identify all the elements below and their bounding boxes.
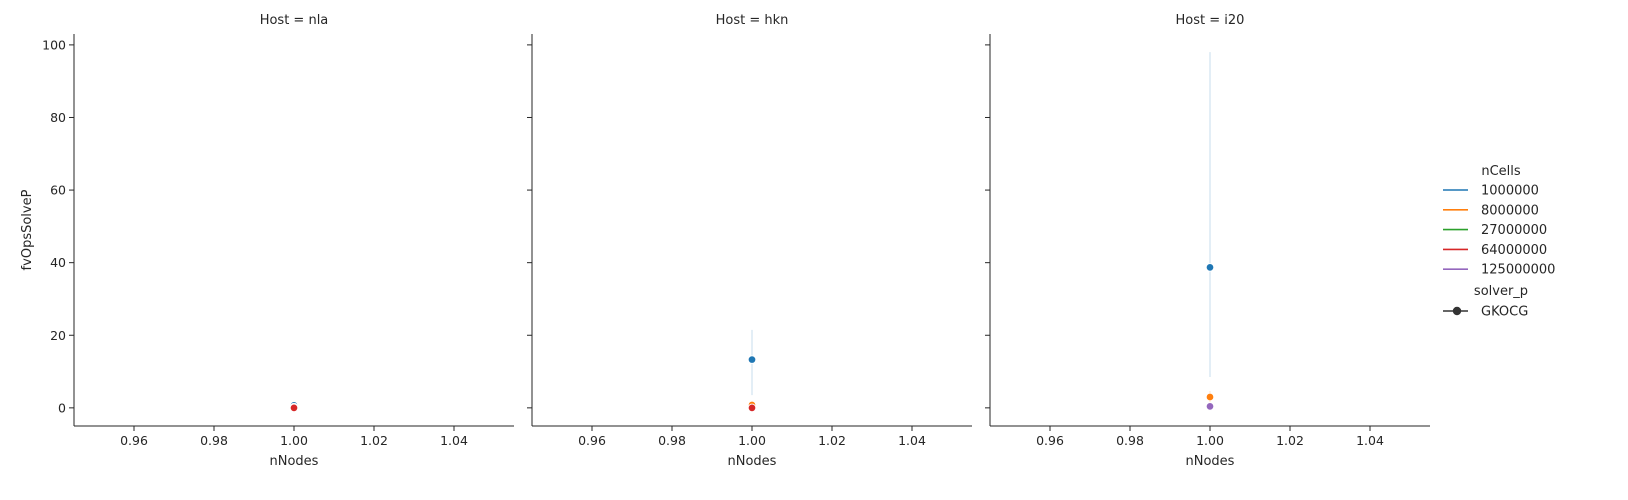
data-point bbox=[747, 403, 757, 413]
y-tick-label: 100 bbox=[42, 37, 66, 52]
x-tick-label: 1.02 bbox=[360, 433, 388, 448]
x-axis-label: nNodes bbox=[1186, 454, 1235, 469]
legend-label: 27000000 bbox=[1481, 223, 1547, 238]
x-tick-label: 1.04 bbox=[1356, 433, 1384, 448]
legend-label: 125000000 bbox=[1481, 263, 1555, 278]
legend-label: 1000000 bbox=[1481, 184, 1539, 199]
panel-title: Host = nla bbox=[260, 13, 329, 28]
x-tick-label: 1.00 bbox=[280, 433, 308, 448]
x-tick-label: 0.98 bbox=[200, 433, 228, 448]
x-tick-label: 1.04 bbox=[440, 433, 468, 448]
x-tick-label: 0.96 bbox=[578, 433, 606, 448]
data-point bbox=[1205, 392, 1215, 402]
panel-title: Host = i20 bbox=[1176, 13, 1245, 28]
data-point bbox=[1205, 263, 1215, 272]
x-tick-label: 0.96 bbox=[120, 433, 148, 448]
x-tick-label: 1.00 bbox=[1196, 433, 1224, 448]
panel-title: Host = hkn bbox=[716, 13, 789, 28]
y-tick-label: 60 bbox=[50, 183, 66, 198]
x-tick-label: 1.00 bbox=[738, 433, 766, 448]
x-tick-label: 1.04 bbox=[898, 433, 926, 448]
y-tick-label: 40 bbox=[50, 255, 66, 270]
y-axis-label: fvOpsSolveP bbox=[20, 189, 35, 270]
legend-title-solver: solver_p bbox=[1474, 284, 1528, 299]
data-point bbox=[1205, 402, 1215, 411]
x-tick-label: 0.98 bbox=[1116, 433, 1144, 448]
x-tick-label: 1.02 bbox=[1276, 433, 1304, 448]
y-tick-label: 20 bbox=[50, 328, 66, 343]
x-tick-label: 0.96 bbox=[1036, 433, 1064, 448]
y-tick-label: 0 bbox=[58, 400, 66, 415]
x-tick-label: 1.02 bbox=[818, 433, 846, 448]
x-tick-label: 0.98 bbox=[658, 433, 686, 448]
legend-label: 64000000 bbox=[1481, 243, 1547, 258]
x-axis-label: nNodes bbox=[270, 454, 319, 469]
y-tick-label: 80 bbox=[50, 110, 66, 125]
legend-title-ncells: nCells bbox=[1481, 164, 1521, 179]
legend-marker bbox=[1452, 306, 1462, 316]
data-point bbox=[747, 355, 757, 364]
legend-label: 8000000 bbox=[1481, 203, 1539, 218]
data-point bbox=[289, 403, 299, 413]
x-axis-label: nNodes bbox=[728, 454, 777, 469]
legend-label: GKOCG bbox=[1481, 305, 1528, 320]
